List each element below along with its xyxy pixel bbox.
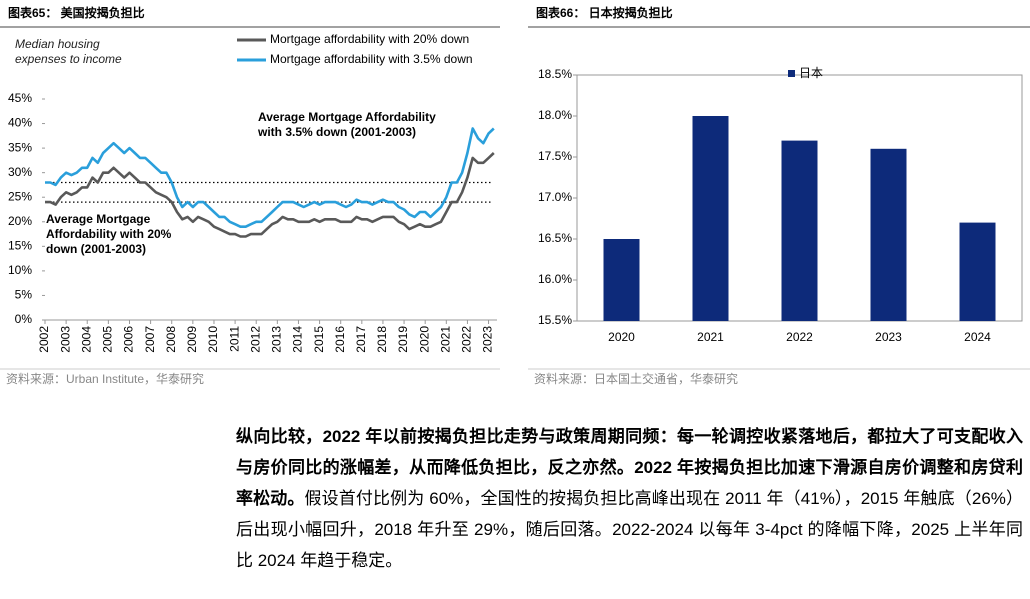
x-tick-label: 2019 xyxy=(396,326,410,353)
x-tick-label: 2018 xyxy=(375,326,389,353)
y-tick-label: 17.5% xyxy=(538,149,572,163)
x-tick-label: 2016 xyxy=(333,326,347,353)
figure-source: 资料来源：Urban Institute，华泰研究 xyxy=(6,371,204,386)
x-tick-label: 2015 xyxy=(312,326,326,353)
y-tick-label: 45% xyxy=(8,91,32,105)
x-tick-label: 2020 xyxy=(417,326,431,353)
y-tick-label: 10% xyxy=(8,263,32,277)
bar xyxy=(870,148,907,321)
x-tick-label: 2009 xyxy=(185,326,199,353)
x-tick-label: 2004 xyxy=(79,326,93,353)
y-tick-label: 20% xyxy=(8,214,32,228)
x-tick-label: 2017 xyxy=(354,326,368,353)
x-tick-label: 2022 xyxy=(786,330,813,344)
bar xyxy=(959,222,996,321)
x-tick-label: 2020 xyxy=(608,330,635,344)
y-tick-label: 5% xyxy=(15,288,33,302)
legend-label: Mortgage affordability with 3.5% down xyxy=(270,52,473,66)
legend-label: 日本 xyxy=(799,66,823,80)
x-tick-label: 2003 xyxy=(58,326,72,353)
x-tick-label: 2011 xyxy=(227,326,241,352)
paragraph-text: 假设首付比例为 60%，全国性的按揭负担比高峰出现在 2011 年（41%），2… xyxy=(236,489,1024,570)
annotation: Average Mortgage Affordability with 3.5%… xyxy=(258,110,436,139)
x-tick-label: 2024 xyxy=(964,330,991,344)
x-tick-label: 2023 xyxy=(481,326,495,353)
legend-label: Mortgage affordability with 20% down xyxy=(270,32,469,46)
figure-caption: 图表65： 美国按揭负担比 xyxy=(8,5,145,20)
y-tick-label: 25% xyxy=(8,189,32,203)
x-tick-label: 2007 xyxy=(143,326,157,353)
y-tick-label: 30% xyxy=(8,165,32,179)
y-tick-label: 40% xyxy=(8,116,32,130)
paragraph: 纵向比较，2022 年以前按揭负担比走势与政策周期同频：每一轮调控收紧落地后，都… xyxy=(236,421,1023,576)
legend-swatch xyxy=(788,70,795,77)
x-tick-label: 2010 xyxy=(206,326,220,353)
y-tick-label: 0% xyxy=(15,312,33,326)
y-tick-label: 17.0% xyxy=(538,190,572,204)
figure-caption: 图表66： 日本按揭负担比 xyxy=(536,5,673,20)
y-tick-label: 15.5% xyxy=(538,313,572,327)
x-tick-label: 2023 xyxy=(875,330,902,344)
x-tick-label: 2021 xyxy=(438,326,452,353)
x-tick-label: 2013 xyxy=(270,326,284,353)
y-tick-label: 16.5% xyxy=(538,231,572,245)
paragraph-text: 纵向比较，2022 年以前按揭负担比走势与政策周期同频：每一轮调控收紧落地后，都… xyxy=(236,427,1023,508)
annotation: Average Mortgage Affordability with 20% … xyxy=(46,212,172,256)
y-axis-label: Median housing expenses to income xyxy=(15,37,122,66)
y-tick-label: 16.0% xyxy=(538,272,572,286)
x-tick-label: 2008 xyxy=(164,326,178,353)
x-tick-label: 2021 xyxy=(697,330,724,344)
y-tick-label: 35% xyxy=(8,140,32,154)
x-tick-label: 2012 xyxy=(248,326,262,353)
figure-source: 资料来源：日本国土交通省，华泰研究 xyxy=(534,371,738,386)
y-tick-label: 18.0% xyxy=(538,108,572,122)
y-tick-label: 18.5% xyxy=(538,67,572,81)
x-tick-label: 2006 xyxy=(122,326,136,353)
x-tick-label: 2002 xyxy=(37,326,51,353)
bar xyxy=(692,116,729,321)
x-tick-label: 2014 xyxy=(291,326,305,353)
line-series xyxy=(45,152,495,238)
bar xyxy=(781,140,818,321)
x-tick-label: 2022 xyxy=(460,326,474,353)
line-series xyxy=(45,127,495,228)
bar xyxy=(603,239,640,321)
y-tick-label: 15% xyxy=(8,239,32,253)
x-tick-label: 2005 xyxy=(101,326,115,353)
